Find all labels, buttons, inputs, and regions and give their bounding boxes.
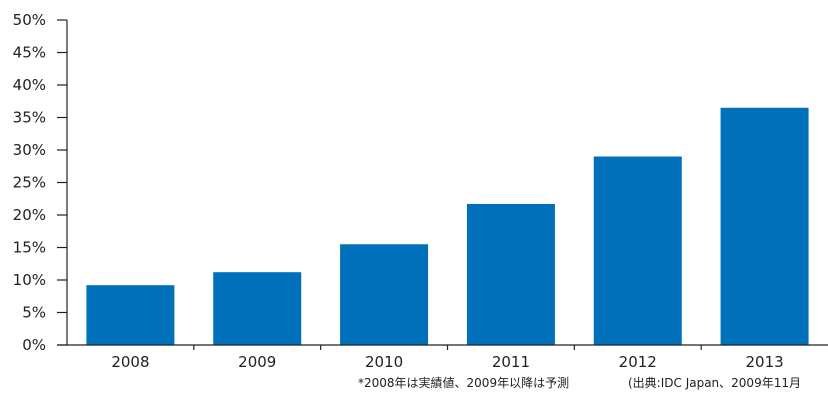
y-tick-label: 45% <box>13 44 46 62</box>
y-tick-label: 15% <box>13 239 46 257</box>
y-tick-label: 10% <box>13 271 46 289</box>
y-tick-label: 30% <box>13 141 46 159</box>
bar-2012 <box>593 156 682 345</box>
x-axis-ticks: 2008 2009 2010 2011 2012 2013 <box>111 345 784 371</box>
bar-2011 <box>466 203 555 345</box>
footnote-source: (出典:IDC Japan、2009年11月 <box>628 376 801 390</box>
x-tick-label-2009: 2009 <box>238 353 276 371</box>
y-axis-ticks: 0% 5% 10% 15% 20% 25% 30% 35% 40% 45% 50% <box>13 11 67 354</box>
y-tick-label: 0% <box>22 336 46 354</box>
x-tick-label-2010: 2010 <box>365 353 403 371</box>
y-tick-label: 40% <box>13 76 46 94</box>
footnote-estimate: *2008年は実績値、2009年以降は予測 <box>358 376 570 390</box>
y-tick-label: 20% <box>13 206 46 224</box>
bar-2013 <box>720 107 809 345</box>
y-tick-label: 35% <box>13 109 46 127</box>
bars-group <box>86 107 809 345</box>
x-tick-label-2011: 2011 <box>492 353 530 371</box>
x-tick-label-2013: 2013 <box>745 353 783 371</box>
y-tick-label: 50% <box>13 11 46 29</box>
y-tick-label: 5% <box>22 304 46 322</box>
bar-2008 <box>86 285 175 345</box>
y-tick-label: 25% <box>13 174 46 192</box>
x-tick-label-2012: 2012 <box>619 353 657 371</box>
x-tick-label-2008: 2008 <box>111 353 149 371</box>
bar-2009 <box>213 272 302 345</box>
bar-2010 <box>340 244 429 345</box>
